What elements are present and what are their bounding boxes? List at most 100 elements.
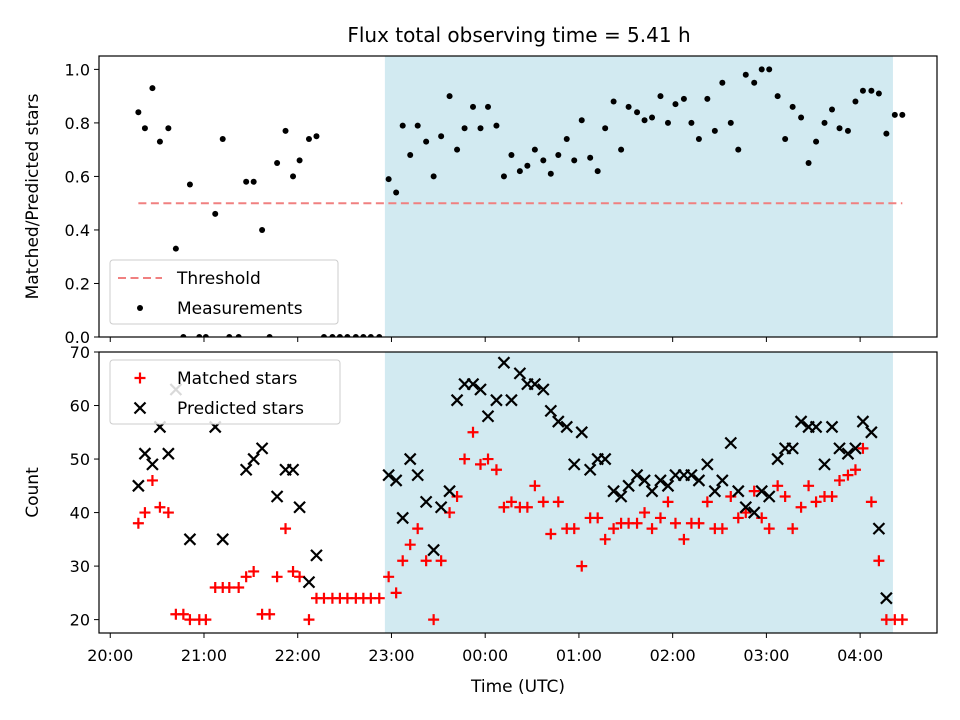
measurement-point [141,125,148,132]
predicted-point [786,442,799,455]
y-tick-label: 40 [70,504,90,523]
measurement-point [711,127,718,134]
measurement-point [336,334,343,337]
matched-point [849,464,861,476]
measurement-point [430,173,437,180]
measurement-point [320,334,327,337]
bottom-panel: 20 30 40 50 60 70 20:00 21:00 22:00 23:00 00:00 01… [23,343,938,697]
y-tick-label: 0.2 [65,274,90,293]
predicted-point [661,479,675,493]
measurement-point [782,135,789,142]
measurement-point [477,125,484,132]
matched-point [248,565,260,577]
matched-point [177,608,189,620]
predicted-point [419,495,433,509]
bottom-y-axis-label: Count [23,467,43,518]
measurement-point [735,146,742,153]
matched-point [669,517,681,529]
matched-point [280,523,292,535]
measurement-point [305,135,312,142]
matched-point [264,608,276,620]
legend-box [109,359,341,425]
predicted-point [724,436,738,450]
predicted-point [654,474,667,487]
top-legend: Threshold Measurements [109,259,339,325]
series-matched-stars [132,426,908,626]
x-tick-label: 03:00 [743,646,789,665]
matched-point [482,453,494,465]
matched-point [162,507,174,519]
matched-point [390,587,402,599]
matched-point [646,523,658,535]
matched-point [303,614,315,626]
measurement-point [672,101,679,108]
matched-point [467,426,479,438]
predicted-point [645,484,659,498]
measurement-point [563,135,570,142]
measurement-point [798,114,805,121]
measurement-point [274,160,281,167]
y-tick-label: 1.0 [65,60,90,79]
predicted-point [310,549,323,562]
predicted-point [583,463,597,477]
measurement-point [625,103,632,110]
measurement-point [844,127,851,134]
matched-point [693,517,705,529]
predicted-point [443,484,456,498]
measurement-point [594,168,601,175]
matched-point [631,517,643,529]
predicted-point [762,490,776,503]
series-measurements [135,66,906,337]
measurement-point [165,125,172,132]
matched-point [490,464,502,476]
measurement-point [578,117,585,124]
measurement-point [407,152,414,159]
measurement-point [899,111,906,118]
predicted-point [701,458,714,471]
measurement-point [393,189,400,196]
legend-measurement-swatch [137,305,143,311]
predicted-point [450,393,464,407]
measurement-point [454,146,461,153]
measurement-point [344,334,351,337]
predicted-point [286,463,300,477]
predicted-point [146,458,159,471]
measurement-point [329,334,336,337]
measurement-point [774,93,781,100]
measurement-point [649,114,656,121]
measurement-point [235,334,242,337]
predicted-point [162,447,175,460]
predicted-point [239,463,253,477]
predicted-point [567,458,581,471]
measurement-point [704,95,711,102]
measurement-point [243,178,250,185]
predicted-point [293,500,306,514]
measurement-point [634,109,641,116]
predicted-point [132,479,145,493]
measurement-point [282,127,289,134]
measurement-point [290,173,297,180]
measurement-point [813,138,820,145]
measurement-point [352,334,359,337]
matched-point [529,480,541,492]
matched-point [787,523,799,535]
measurement-point [414,122,421,129]
predicted-point [755,484,768,498]
measurement-point [751,79,758,86]
measurement-point [852,98,859,105]
top-y-axis-label: Matched/Predicted stars [23,93,43,299]
y-tick-label: 0.0 [65,328,90,347]
matched-point [233,582,245,594]
predicted-point [528,377,542,391]
measurement-point [727,119,734,126]
matched-point [271,571,283,583]
measurement-point [149,85,156,92]
matched-point [803,480,815,492]
chart-title: Flux total observing time = 5.41 h [347,23,690,47]
predicted-point [389,474,403,487]
measurement-point [485,103,492,110]
measurement-point [202,334,209,337]
matched-point [763,523,775,535]
measurement-point [186,181,193,188]
predicted-point [575,426,589,439]
